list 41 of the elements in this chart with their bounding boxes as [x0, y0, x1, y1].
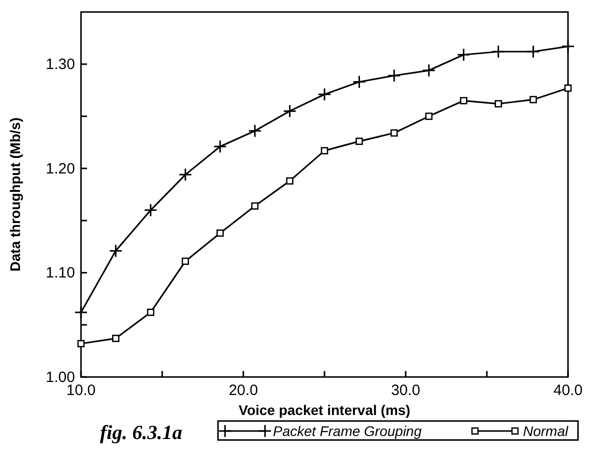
point: [182, 258, 190, 265]
point: [456, 48, 470, 62]
point: [564, 84, 572, 92]
point: [352, 75, 366, 89]
point: [216, 229, 224, 237]
y-tick-label: 1.20: [46, 160, 75, 178]
point: [356, 138, 363, 145]
point: [112, 334, 120, 342]
legend-label: Packet Frame Grouping: [273, 423, 422, 439]
point: [390, 129, 398, 137]
point: [144, 203, 158, 217]
point: [286, 177, 294, 185]
point: [283, 104, 297, 118]
point: [387, 68, 401, 82]
y-tick-label: 1.30: [46, 56, 75, 74]
point: [77, 340, 85, 348]
point: [146, 308, 154, 316]
point: [492, 44, 506, 58]
x-tick-label: 30.0: [391, 382, 420, 399]
y-tick-label: 1.10: [46, 264, 75, 282]
point: [320, 147, 328, 154]
x-tick-label: 40.0: [553, 382, 583, 399]
point: [251, 202, 259, 210]
point: [108, 244, 122, 258]
point: [460, 96, 468, 104]
point: [213, 140, 227, 154]
point: [178, 168, 192, 182]
point: [530, 96, 537, 104]
point: [74, 306, 88, 320]
point: [248, 124, 262, 138]
x-axis-title: Voice packet interval (ms): [238, 402, 410, 418]
point: [526, 44, 540, 58]
y-axis-title: Data throughput (Mb/s): [7, 118, 23, 272]
point: [422, 64, 436, 78]
caption: fig. 6.3.1a: [100, 422, 182, 444]
x-tick-label: 20.0: [228, 382, 258, 399]
point: [318, 88, 332, 102]
point: [425, 112, 433, 120]
point: [561, 40, 575, 54]
point: [494, 100, 502, 108]
legend-label: Normal: [523, 423, 570, 439]
